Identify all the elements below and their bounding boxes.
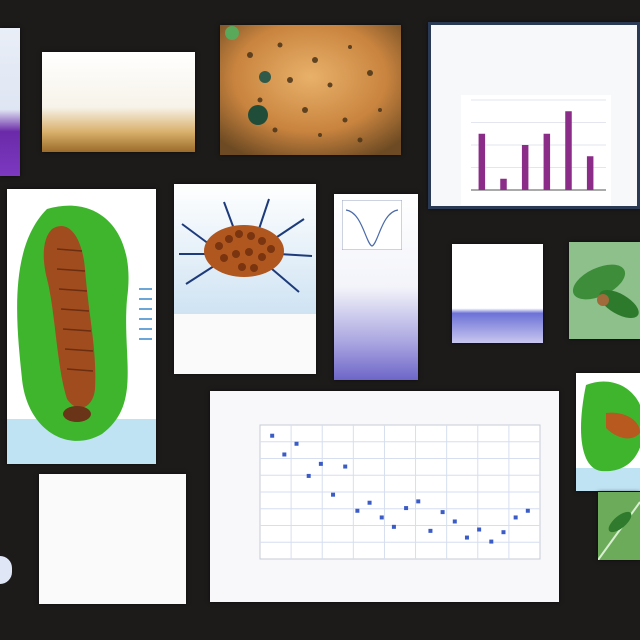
scatter-point: [282, 452, 287, 457]
bar-4: [543, 133, 551, 190]
scatter-point: [318, 461, 323, 466]
leaf-photo: [569, 242, 640, 339]
scatter-poster-title: [210, 401, 559, 415]
spectrum-plot: [342, 200, 402, 250]
scatter-point: [270, 433, 275, 438]
bar-2: [500, 178, 507, 190]
scatter-point: [428, 528, 433, 533]
plant-photo: [598, 492, 640, 560]
organism-illustration: [7, 189, 156, 464]
text-card-bottom-left: [39, 474, 186, 604]
bar-5: [565, 111, 572, 190]
scatter-point: [525, 508, 530, 513]
scatter-point: [489, 539, 494, 544]
scatter-point: [306, 473, 311, 478]
bar-3: [521, 145, 529, 190]
edge-strip-top-left: [0, 28, 20, 176]
scatter-point: [367, 500, 372, 505]
spectrum-card: [334, 194, 418, 380]
insect-illustration: [174, 184, 316, 314]
edge-blob-bottom-left: [0, 556, 12, 584]
plant-photo-image: [598, 492, 640, 560]
scatter-point: [501, 530, 506, 535]
bar-6: [586, 156, 594, 190]
leaf-photo-image: [569, 242, 640, 339]
bar-chart-plot-area: [461, 95, 611, 205]
small-info-card-text: [452, 244, 543, 260]
bar-chart: [461, 95, 611, 205]
scatter-point: [440, 510, 445, 515]
scatter-point: [391, 524, 396, 529]
small-info-card: [452, 244, 543, 343]
insect-card: [174, 184, 316, 374]
bar-chart-poster-text: [431, 25, 637, 97]
scatter-point: [452, 519, 457, 524]
scatter-chart: [259, 424, 541, 560]
text-card-top-left: [42, 52, 195, 152]
organism-thumbnail-image: [576, 373, 640, 491]
bar-1: [478, 133, 486, 190]
scatter-point: [355, 508, 360, 513]
micrograph-orange-cell-image: [220, 25, 401, 155]
text-card-bottom-left-body: [39, 474, 186, 490]
scatter-point: [464, 535, 469, 540]
scatter-point: [477, 527, 482, 532]
organism-thumbnail: [576, 373, 640, 491]
scatter-point: [379, 515, 384, 520]
scatter-point: [416, 499, 421, 504]
scatter-point: [343, 464, 348, 469]
organism-illustration-card: [7, 189, 156, 464]
bar-chart-poster: [428, 22, 640, 209]
scatter-point: [294, 441, 299, 446]
scatter-point: [404, 506, 409, 511]
scatter-point: [513, 515, 518, 520]
spectrum-card-text: [334, 250, 418, 262]
micrograph-orange-cell: [220, 25, 401, 155]
insect-card-text: [174, 314, 316, 322]
scatter-point: [331, 492, 336, 497]
scatter-poster: [210, 391, 559, 602]
text-card-top-left-body: [42, 52, 195, 68]
